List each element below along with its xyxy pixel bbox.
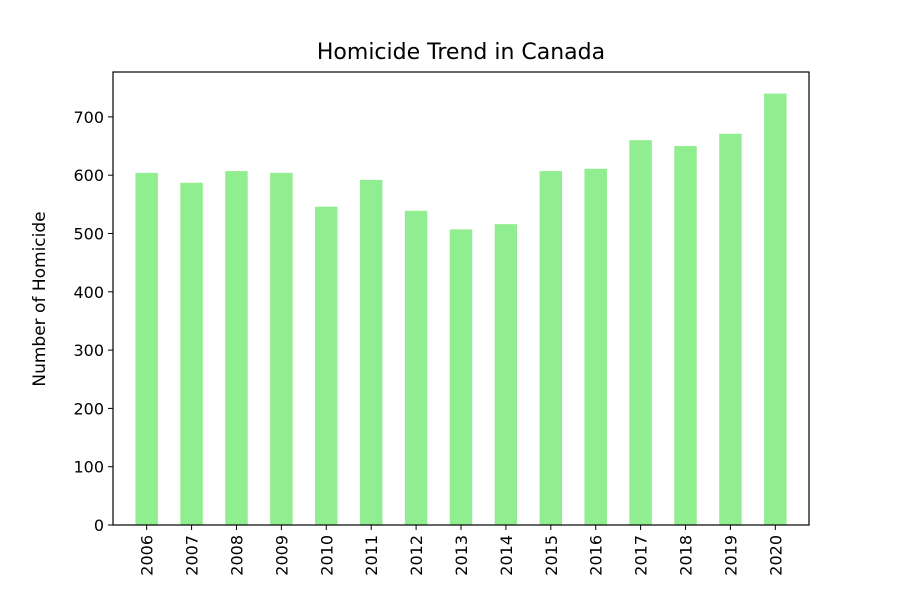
y-tick-label: 0 [94,516,104,535]
chart-title: Homicide Trend in Canada [317,40,605,65]
x-tick-label: 2014 [497,535,516,576]
bar-2015 [539,171,563,526]
bar-2014 [494,224,518,526]
y-tick-label: 200 [73,399,104,418]
x-tick-label: 2017 [632,535,651,576]
y-axis-label: Number of Homicide [30,211,50,386]
bar-2020 [764,93,787,525]
x-tick-label: 2007 [183,535,202,576]
bar-2008 [225,171,248,526]
bar-2013 [449,229,473,525]
x-axis: 2006 2007 2008 2009 2010 2011 2012 2013 2014 2015… [138,525,785,576]
plot-frame [112,71,810,526]
y-tick-label: 600 [73,166,104,185]
bar-2012 [404,210,428,525]
x-tick-label: 2011 [362,535,381,576]
x-tick-label: 2012 [407,535,426,576]
bar-2010 [315,206,338,525]
x-tick-label: 2008 [227,535,246,576]
bar-2018 [674,146,697,526]
y-tick-label: 300 [73,341,104,360]
x-tick-label: 2018 [677,535,696,576]
x-tick-label: 2016 [587,535,606,576]
bar-2019 [719,133,742,526]
bar-2007 [180,182,203,525]
bar-2009 [270,172,293,526]
y-tick-label: 100 [73,458,104,477]
bar-2017 [629,140,652,525]
x-tick-label: 2006 [138,535,157,576]
x-tick-label: 2019 [721,535,740,576]
x-tick-label: 2020 [766,535,785,576]
y-tick-label: 700 [73,108,104,127]
bar-2006 [135,172,158,526]
bar-2016 [584,168,607,525]
x-tick-label: 2013 [452,535,471,576]
bar-2011 [359,179,383,526]
y-tick-label: 400 [73,283,104,302]
bars-layer [135,93,787,526]
y-axis: 0 100 200 300 400 500 600 700 [73,108,113,535]
y-tick-label: 500 [73,224,104,243]
x-tick-label: 2010 [317,535,336,576]
x-tick-label: 2009 [272,535,291,576]
x-tick-label: 2015 [542,535,561,576]
